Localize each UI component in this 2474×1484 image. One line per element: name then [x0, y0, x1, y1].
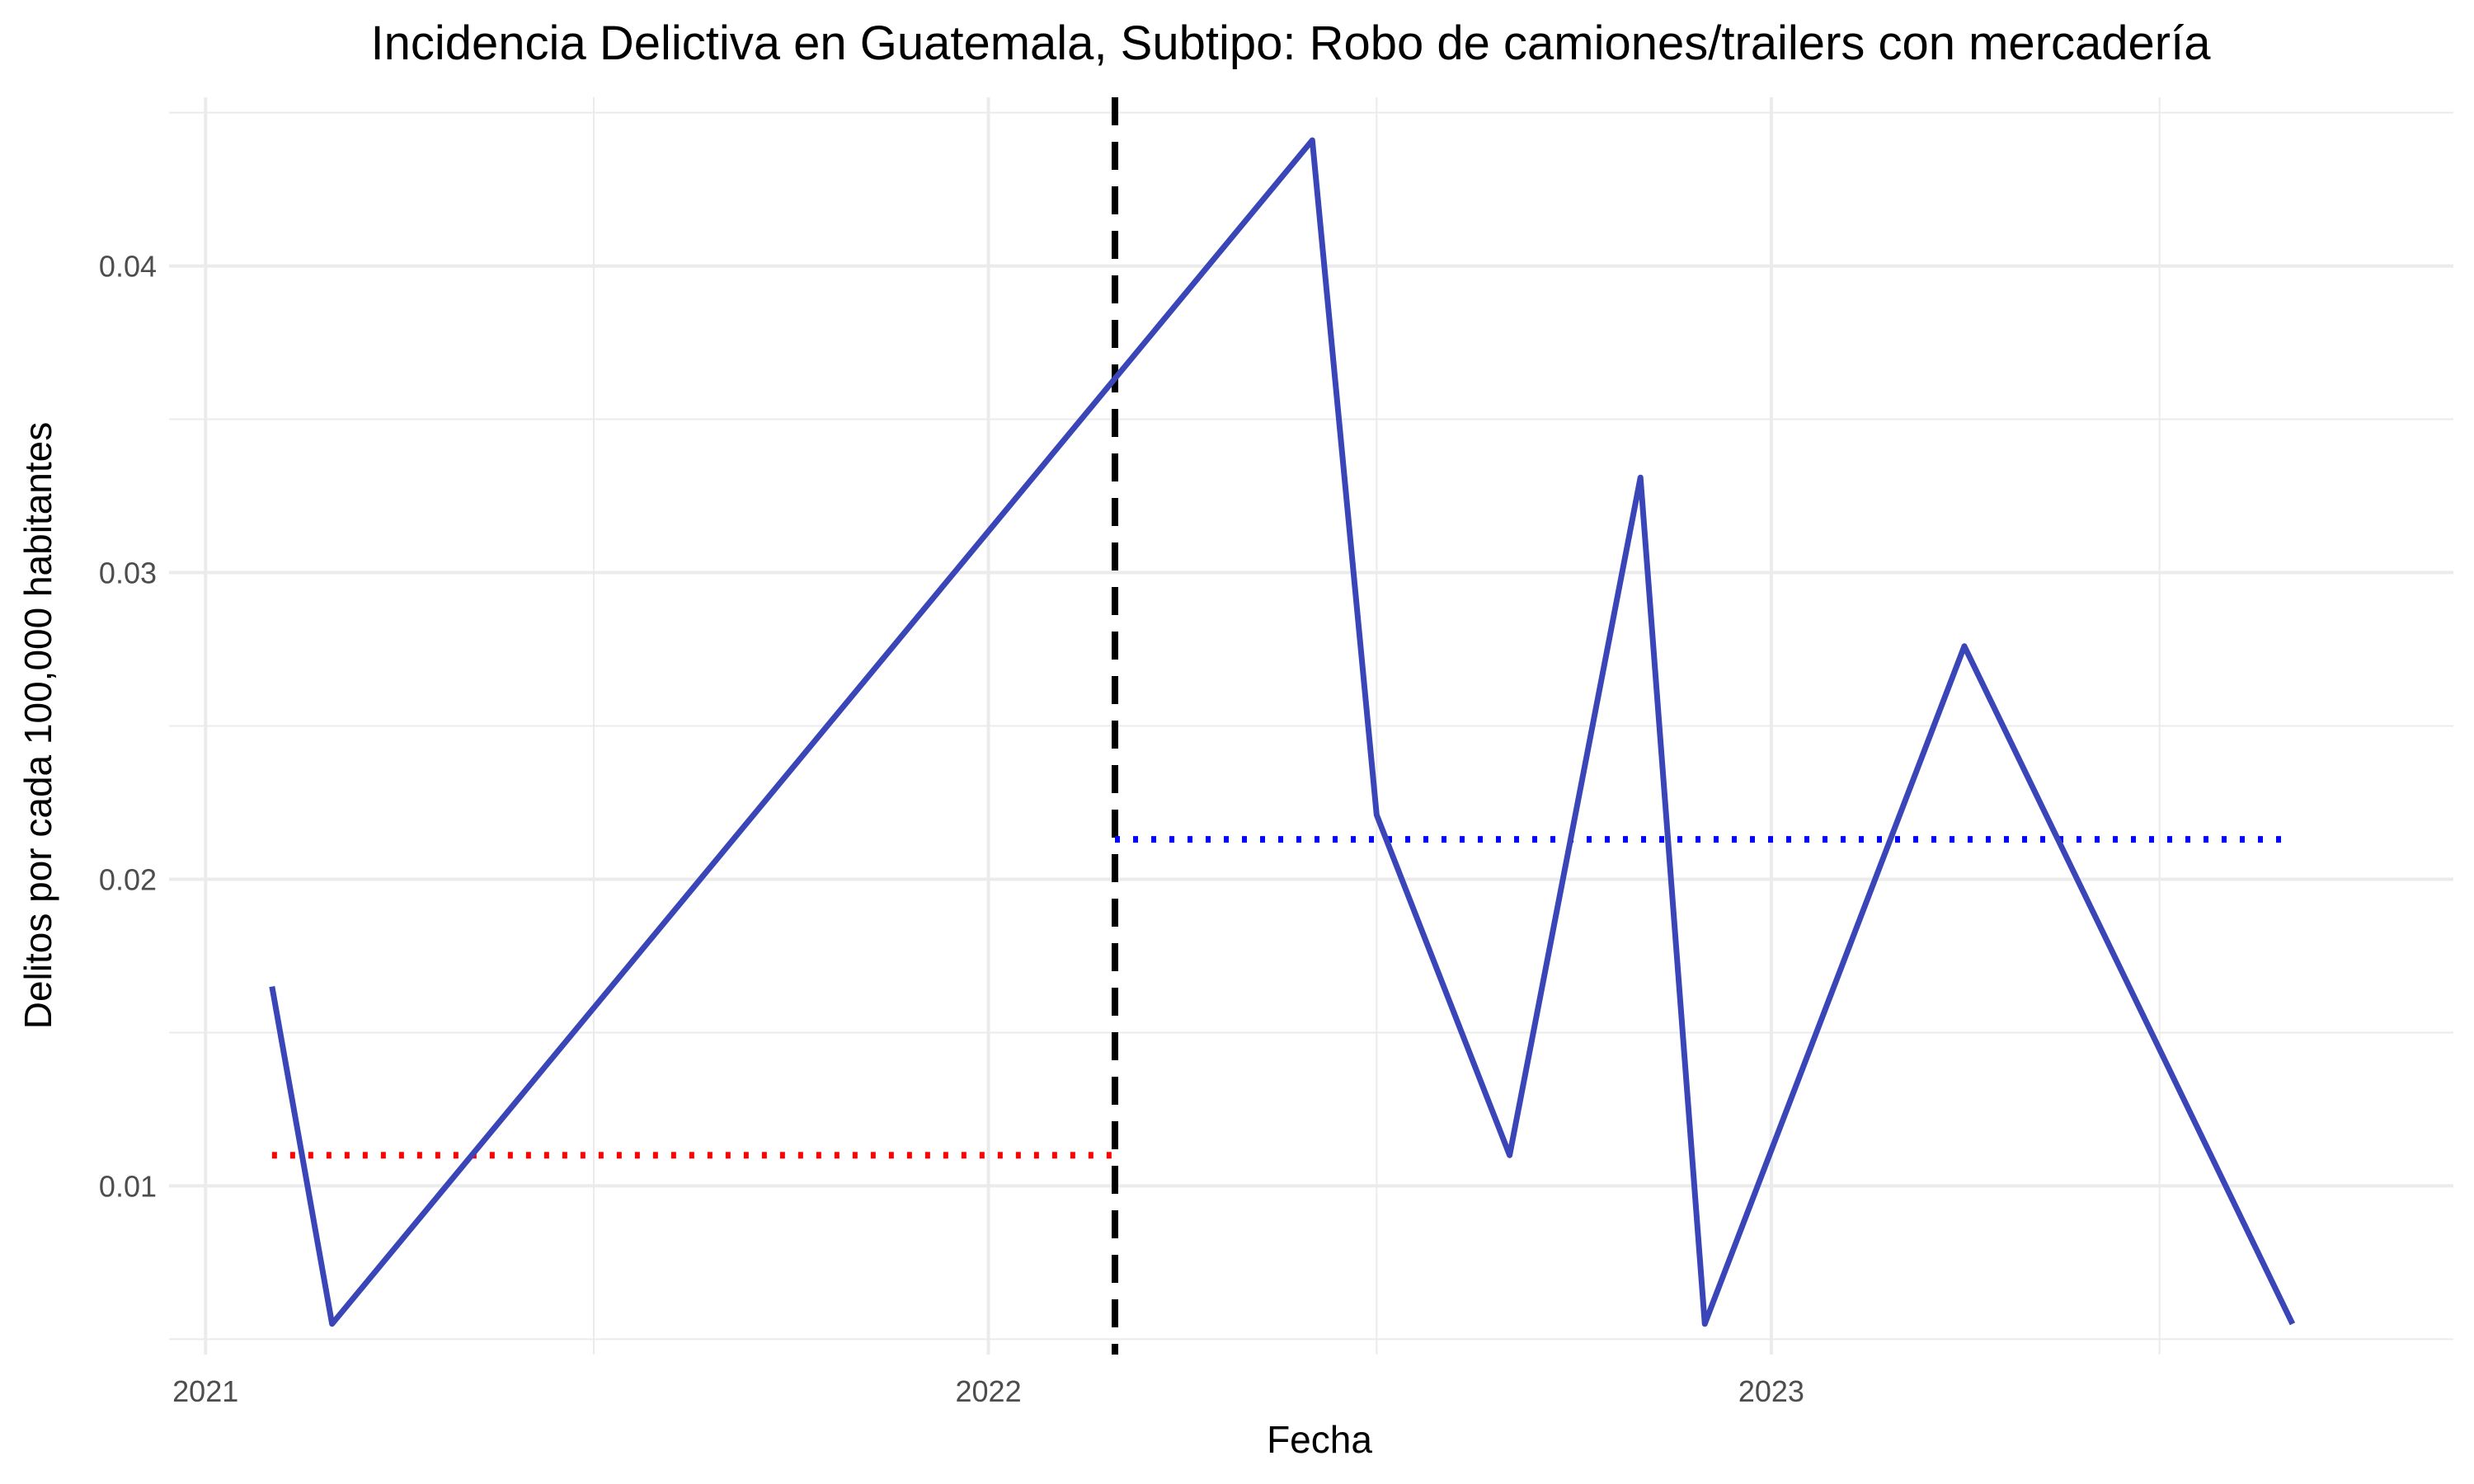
series-layer [269, 137, 2296, 1327]
y-axis-title: Delitos por cada 100,000 habitantes [16, 422, 59, 1030]
y-tick-label-3: 0.04 [99, 250, 157, 284]
y-tick-label-2: 0.03 [99, 556, 157, 590]
y-tick-label-0: 0.01 [99, 1169, 157, 1203]
x-axis-title: Fecha [1267, 1418, 1372, 1461]
reference-lines [271, 97, 2293, 1355]
grid [169, 97, 2453, 1355]
x-tick-label-2021: 2021 [172, 1374, 238, 1408]
y-axis-ticks: 0.01 0.02 0.03 0.04 [99, 250, 157, 1204]
y-tick-label-1: 0.02 [99, 862, 157, 896]
x-tick-label-2022: 2022 [956, 1374, 1022, 1408]
chart-title: Incidencia Delictiva en Guatemala, Subti… [371, 16, 2212, 70]
series-line-0 [269, 137, 2296, 1327]
x-axis-ticks: 2021 2022 2023 [172, 1374, 1804, 1408]
x-tick-label-2023: 2023 [1738, 1374, 1804, 1408]
